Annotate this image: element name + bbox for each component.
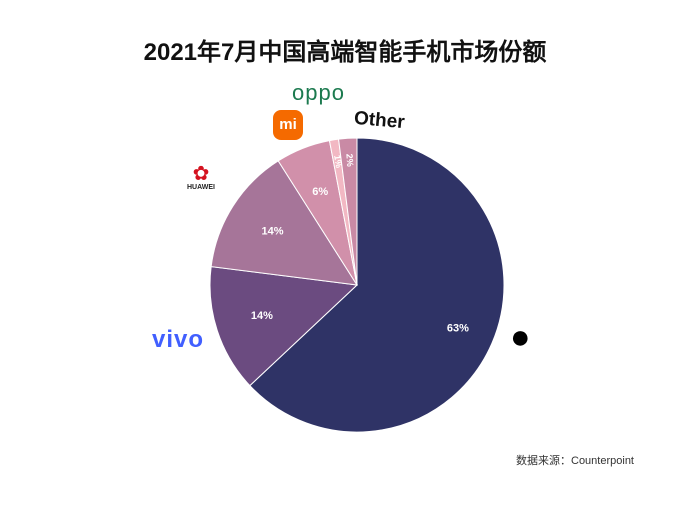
data-label-other: 2% xyxy=(344,153,355,167)
source-note: 数据来源：Counterpoint xyxy=(516,455,634,467)
data-label-huawei: 14% xyxy=(262,225,284,237)
pie-slice-other xyxy=(338,137,358,286)
apple-logo-icon: ● xyxy=(510,318,531,356)
oppo-logo: oppo xyxy=(292,80,345,105)
data-label-vivo: 14% xyxy=(251,310,273,322)
other-label: Other xyxy=(353,107,406,134)
pie-slice-huawei xyxy=(210,160,358,286)
mi-logo: mi xyxy=(273,110,303,140)
vivo-logo: vivo xyxy=(152,326,205,353)
data-label-mi: 6% xyxy=(312,186,328,198)
huawei-logo: ✿ HUAWEI xyxy=(183,164,219,191)
data-label-oppo: 1% xyxy=(332,154,344,168)
pie-slice-vivo xyxy=(209,266,359,387)
pie-slice-apple xyxy=(249,137,505,433)
data-label-apple: 63% xyxy=(447,323,469,335)
chart-title: 2021年7月中国高端智能手机市场份额 xyxy=(143,39,547,66)
huawei-flower-icon: ✿ xyxy=(192,163,210,185)
